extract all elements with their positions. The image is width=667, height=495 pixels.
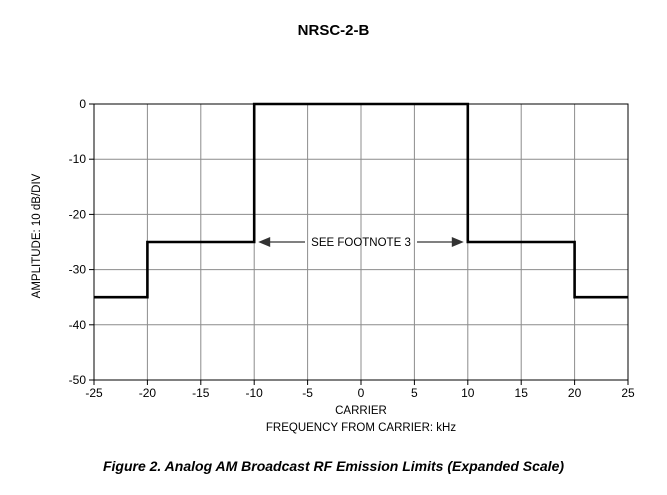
annotation-text: SEE FOOTNOTE 3: [311, 237, 411, 249]
y-tick-label: -30: [69, 263, 87, 277]
y-tick-label: -40: [69, 318, 87, 332]
x-tick-label: -10: [246, 386, 264, 400]
x-tick-label: 20: [568, 386, 582, 400]
y-axis-label: AMPLITUDE: 10 dB/DIV: [31, 173, 43, 298]
y-tick-label: -50: [69, 373, 87, 387]
emission-limit-line: [94, 102, 628, 299]
arrowhead-left-icon: [258, 237, 271, 247]
x-tick-label: -5: [302, 386, 313, 400]
arrowhead-right-icon: [451, 237, 464, 247]
series-group: [94, 102, 628, 299]
grid: [89, 103, 629, 385]
x-tick-label: -15: [192, 386, 210, 400]
y-tick-label: -20: [69, 207, 87, 221]
x-axis-label-carrier: CARRIER: [335, 405, 387, 417]
y-tick-label: -10: [69, 152, 87, 166]
x-tick-label: 25: [621, 386, 635, 400]
x-tick-label: 15: [515, 386, 529, 400]
x-tick-label: -20: [139, 386, 157, 400]
x-tick-label: 5: [411, 386, 418, 400]
x-axis-label: FREQUENCY FROM CARRIER: kHz: [266, 422, 456, 434]
annotation-group: SEE FOOTNOTE 3: [258, 237, 464, 249]
x-tick-label: 10: [461, 386, 475, 400]
x-tick-label: -25: [85, 386, 103, 400]
y-tick-label: 0: [79, 97, 86, 111]
x-tick-label: 0: [358, 386, 365, 400]
tick-labels: -25 -20 -15 -10 -5 0 5 10 15 20 250-10-20-30-40-50: [69, 97, 635, 400]
chart-title: NRSC-2-B: [297, 22, 370, 39]
figure-caption: Figure 2. Analog AM Broadcast RF Emissio…: [102, 458, 565, 474]
